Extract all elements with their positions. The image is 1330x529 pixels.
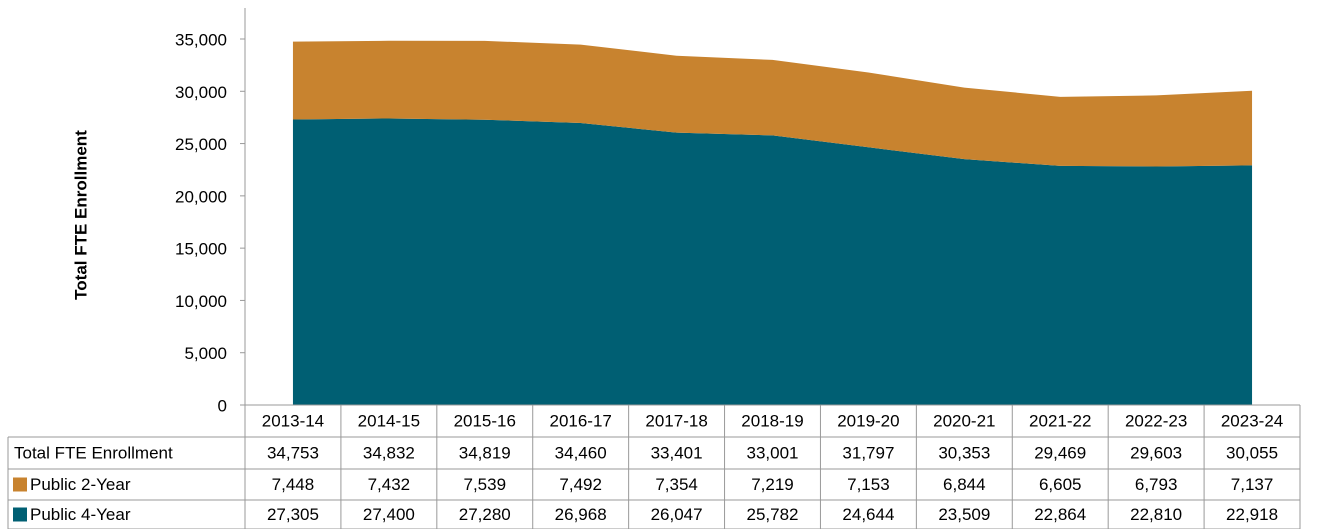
table-value: 7,354 xyxy=(655,475,698,494)
y-tick-label: 25,000 xyxy=(175,135,227,154)
y-tick-label: 5,000 xyxy=(184,344,227,363)
y-tick-label: 15,000 xyxy=(175,240,227,259)
table-value: 7,432 xyxy=(368,475,411,494)
x-tick-label: 2021-22 xyxy=(1029,411,1091,430)
table-value: 34,460 xyxy=(555,443,607,462)
y-tick-label: 35,000 xyxy=(175,30,227,49)
table-value: 33,001 xyxy=(747,443,799,462)
row-label: Total FTE Enrollment xyxy=(14,443,173,462)
table-value: 26,047 xyxy=(651,505,703,524)
y-tick-label: 30,000 xyxy=(175,83,227,102)
table-value: 6,793 xyxy=(1135,475,1178,494)
table-value: 30,353 xyxy=(938,443,990,462)
y-tick-label: 10,000 xyxy=(175,292,227,311)
x-tick-label: 2017-18 xyxy=(645,411,707,430)
table-value: 22,810 xyxy=(1130,505,1182,524)
area xyxy=(292,118,1253,405)
table-value: 7,153 xyxy=(847,475,890,494)
table-value: 23,509 xyxy=(938,505,990,524)
x-tick-label: 2020-21 xyxy=(933,411,995,430)
table-value: 22,864 xyxy=(1034,505,1086,524)
x-tick-label: 2018-19 xyxy=(741,411,803,430)
table-value: 22,918 xyxy=(1226,505,1278,524)
table-value: 30,055 xyxy=(1226,443,1278,462)
table-value: 34,753 xyxy=(267,443,319,462)
table-value: 7,539 xyxy=(463,475,506,494)
legend-swatch xyxy=(13,477,27,492)
y-tick-label: 0 xyxy=(218,396,227,415)
table-value: 29,469 xyxy=(1034,443,1086,462)
x-tick-label: 2014-15 xyxy=(358,411,420,430)
table-value: 31,797 xyxy=(842,443,894,462)
x-tick-label: 2023-24 xyxy=(1221,411,1283,430)
table-value: 27,280 xyxy=(459,505,511,524)
table-value: 29,603 xyxy=(1130,443,1182,462)
legend-label: Public 4-Year xyxy=(30,505,131,524)
table-value: 34,832 xyxy=(363,443,415,462)
x-tick-label: 2013-14 xyxy=(262,411,324,430)
y-axis-title: Total FTE Enrollment xyxy=(71,130,90,300)
y-tick-label: 20,000 xyxy=(175,187,227,206)
table-value: 7,137 xyxy=(1231,475,1274,494)
table-value: 27,305 xyxy=(267,505,319,524)
x-tick-label: 2015-16 xyxy=(454,411,516,430)
table-value: 24,644 xyxy=(842,505,894,524)
legend-label: Public 2-Year xyxy=(30,475,131,494)
table-value: 34,819 xyxy=(459,443,511,462)
table-value: 7,492 xyxy=(559,475,602,494)
table-value: 27,400 xyxy=(363,505,415,524)
x-tick-label: 2019-20 xyxy=(837,411,899,430)
area xyxy=(292,40,1253,167)
table-value: 6,605 xyxy=(1039,475,1082,494)
x-tick-label: 2022-23 xyxy=(1125,411,1187,430)
table-value: 25,782 xyxy=(747,505,799,524)
table-value: 6,844 xyxy=(943,475,986,494)
legend-swatch xyxy=(13,507,27,522)
table-value: 7,448 xyxy=(272,475,315,494)
table-value: 33,401 xyxy=(651,443,703,462)
table-value: 7,219 xyxy=(751,475,794,494)
table-value: 26,968 xyxy=(555,505,607,524)
x-tick-label: 2016-17 xyxy=(549,411,611,430)
